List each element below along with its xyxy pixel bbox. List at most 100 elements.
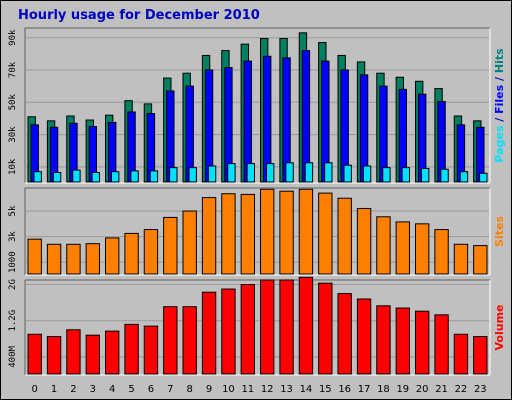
bar-pages-9 [207,165,217,183]
panel-side-label: Sites [493,216,506,247]
x-tick-label: 1 [51,384,57,395]
x-tick-label: 17 [358,384,371,395]
x-tick-label: 8 [187,384,193,395]
bar-pages-21 [440,168,449,183]
side-label-part: Files [493,84,506,114]
bar-volume-8 [182,306,197,375]
bar-pages-17 [362,165,372,183]
bar-volume-11 [240,284,255,375]
x-tick-label: 6 [148,384,154,395]
x-tick-label: 9 [206,384,212,395]
bar-sites-14 [298,188,314,275]
bar-volume-2 [66,329,81,375]
x-tick-label: 18 [377,384,390,395]
side-label-part: Volume [493,305,506,351]
x-tick-label: 2 [70,384,76,395]
y-tick-label: 400M [8,345,18,367]
bar-pages-18 [382,167,391,183]
bar-pages-5 [130,170,139,183]
bar-pages-13 [285,162,294,183]
panel-side-label: Volume [493,305,506,351]
bar-volume-22 [453,333,469,375]
bar-volume-16 [337,293,352,375]
bar-sites-17 [356,207,372,275]
panel-1: 1000 3k 5k Sites [8,187,506,276]
y-tick-label: 5k [8,205,18,216]
bar-pages-23 [479,172,488,183]
y-tick-label: 1000 [8,251,18,273]
bar-sites-13 [279,190,294,275]
bar-pages-7 [169,167,178,183]
bar-sites-19 [395,221,410,275]
bar-volume-12 [260,279,275,375]
y-tick-label: 1.2G [8,310,18,332]
bar-sites-5 [124,232,139,275]
bar-sites-2 [66,243,81,275]
bar-volume-23 [473,336,488,375]
y-tick-label: 2G [8,279,18,290]
panel-2: 400M 1.2G 2G Volume [8,276,506,376]
x-tick-label: 14 [300,384,313,395]
bar-volume-4 [105,330,120,375]
x-tick-label: 21 [435,384,448,395]
bar-pages-0 [33,171,42,183]
bar-pages-11 [246,163,255,183]
bar-sites-23 [473,245,488,275]
y-tick-label: 3k [8,231,18,242]
panel-background [25,28,490,183]
bar-volume-13 [279,279,294,375]
bar-volume-15 [318,282,333,375]
y-tick-label: 90k [8,29,18,46]
x-tick-label: 16 [338,384,351,395]
bar-volume-7 [163,306,178,375]
bar-pages-14 [304,162,314,183]
bar-volume-17 [356,298,372,375]
bar-volume-18 [376,305,391,375]
x-tick-label: 0 [32,384,38,395]
x-tick-label: 7 [167,384,173,395]
bar-sites-4 [105,237,120,275]
x-tick-label: 3 [90,384,96,395]
bar-volume-19 [395,307,410,375]
x-tick-label: 22 [455,384,468,395]
bar-pages-4 [111,171,120,183]
x-tick-label: 12 [261,384,274,395]
bar-sites-15 [318,192,333,275]
bar-sites-7 [163,216,178,275]
y-tick-label: 50k [8,94,18,111]
chart-title: Hourly usage for December 2010 [18,8,260,23]
side-label-part: Hits [493,48,506,73]
bar-volume-0 [27,333,42,375]
bar-pages-6 [149,170,159,183]
bar-pages-15 [324,162,333,183]
bar-sites-6 [143,229,159,275]
bar-sites-22 [453,243,469,275]
bar-sites-1 [46,243,62,275]
x-tick-label: 20 [416,384,429,395]
panel-background [25,280,490,375]
bar-volume-10 [221,288,236,375]
bar-pages-19 [401,167,410,183]
bar-pages-12 [266,163,275,183]
bar-sites-8 [182,210,197,275]
bar-volume-14 [298,276,314,375]
bar-pages-16 [343,164,352,183]
bar-pages-22 [459,171,469,183]
side-label-part: / [493,73,506,85]
bar-sites-9 [201,197,217,275]
bar-volume-9 [201,291,217,375]
bar-volume-3 [85,334,100,375]
bar-volume-21 [434,314,449,375]
bar-volume-5 [124,323,139,375]
y-tick-label: 30k [8,126,18,143]
bar-pages-2 [72,169,81,183]
bar-sites-10 [221,193,236,275]
x-tick-label: 19 [396,384,409,395]
bar-volume-20 [415,310,430,375]
panel-side-label: Pages / Files / Hits [493,48,506,163]
bar-sites-11 [240,193,255,275]
bar-sites-16 [337,197,352,275]
bar-files-9 [204,69,214,183]
x-tick-label: 5 [128,384,134,395]
